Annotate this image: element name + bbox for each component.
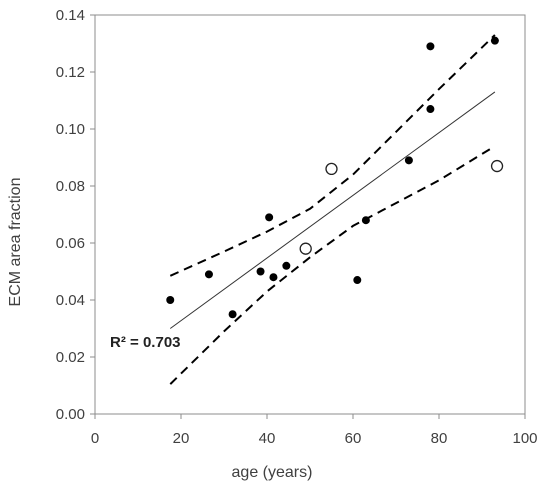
x-tick-label: 20 [173,430,190,447]
y-tick-label: 0.12 [56,64,85,81]
data-point-filled [353,276,362,285]
y-tick-label: 0.08 [56,178,85,195]
data-point-filled [426,42,435,51]
data-point-filled [166,296,175,304]
y-tick-label: 0.06 [56,235,85,252]
y-tick-label: 0.00 [56,406,85,423]
data-point-filled [490,36,499,45]
plot-area: 0.00 0.02 0.04 0.06 0.08 0.10 0.12 0.14 0 20 40 60 8… [56,7,538,447]
data-point-filled [256,267,265,276]
data-point-filled [404,156,413,165]
data-point-open [325,162,338,176]
y-tick-label: 0.02 [56,349,85,366]
lower-confidence-band [169,145,496,385]
data-point-filled [204,270,213,279]
data-point-open [490,159,504,173]
plot-frame [94,14,526,415]
data-point-filled [265,213,274,222]
y-tick-label: 0.04 [56,292,85,309]
data-point-filled [269,273,278,282]
data-point-filled [361,216,370,225]
x-axis-title: age (years) [232,464,313,481]
r-squared-annotation: R² = 0.703 [110,334,180,351]
y-tick-label: 0.10 [56,121,85,138]
y-tick-label: 0.14 [56,7,85,24]
y-axis-title: ECM area fraction [7,178,24,307]
data-point-open [299,242,312,255]
trendline [169,91,496,329]
x-tick-label: 40 [259,430,276,447]
x-tick-label: 80 [431,430,448,447]
x-tick-label: 0 [91,430,99,447]
data-point-filled [228,310,237,319]
upper-confidence-band [169,34,496,277]
x-tick-label: 60 [345,430,362,447]
x-tick-label: 100 [512,430,537,447]
data-point-filled [282,261,291,270]
data-point-filled [426,105,435,114]
